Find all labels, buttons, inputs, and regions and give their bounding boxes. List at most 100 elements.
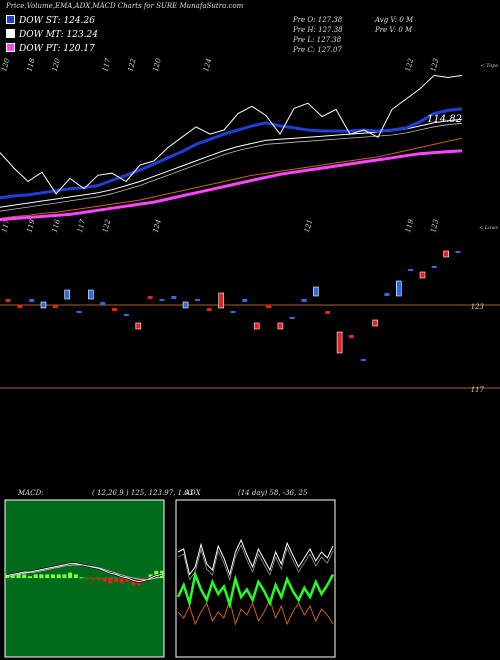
candle-bar [289, 317, 295, 319]
top-tick-label: 122 [404, 57, 415, 73]
candle-bar [395, 280, 402, 297]
adx-panel-bg [175, 499, 336, 658]
macd-histogram-bar [28, 576, 32, 578]
macd-histogram-bar [125, 578, 130, 582]
candle-bar [277, 322, 284, 330]
adx-line [177, 538, 334, 577]
legend-dow-st: DOW ST: 124.26 [6, 15, 95, 26]
bottom-tick-label: 121 [303, 219, 314, 234]
bottom-tick-label: 116 [51, 218, 62, 234]
candle-bar [325, 311, 331, 314]
top-tick-label: 123 [429, 57, 440, 73]
candle-bar [455, 251, 461, 253]
bottom-tick-label: 124 [152, 219, 163, 234]
bottom-tick-label: 119 [404, 218, 415, 234]
macd-histogram-bar [73, 574, 78, 578]
macd-histogram-bar [50, 574, 55, 578]
lows-axis-label: < Lows [479, 225, 498, 231]
top-tick-label: 120 [152, 57, 163, 73]
series-line-pt [0, 149, 463, 222]
macd-panel [4, 499, 165, 658]
candle-bar [266, 305, 271, 308]
candle-bar [5, 299, 11, 302]
bottom-tick-label: 117 [0, 218, 11, 234]
prev-volume: Pre V: 0 M [375, 26, 413, 34]
top-tick-label: 117 [101, 57, 112, 73]
legend-label-st: DOW ST: 124.26 [19, 16, 95, 26]
ohlc-high: Pre H: 127.38 [293, 26, 343, 34]
top-tick-label: 122 [126, 57, 137, 73]
candle-bar [301, 299, 307, 302]
macd-histogram-bar [5, 574, 9, 578]
ohlc-close: Pre C: 127.07 [293, 46, 342, 54]
candle-bar [360, 359, 366, 361]
price-ema-lines: 114.82 < Tops < Lows [0, 63, 498, 231]
candle-bar [100, 302, 106, 305]
di-minus-line [177, 598, 334, 626]
candle-bar [76, 311, 82, 313]
macd-histogram-bar [119, 578, 124, 584]
axis-label-117: 117 [471, 386, 485, 394]
top-tick-label: 120 [0, 57, 11, 73]
di-plus-line [176, 570, 335, 610]
macd-histogram-bar [33, 574, 38, 578]
adx-line-secondary [177, 544, 334, 581]
avg-volume: Avg V: 0 M [375, 16, 414, 24]
candle-bar [52, 305, 58, 308]
bottom-tick-label: 117 [76, 218, 87, 234]
candle-bar [242, 299, 248, 302]
candle-bar [313, 286, 319, 297]
candle-bar [348, 335, 354, 338]
candle-bar [40, 301, 47, 309]
candle-bar [372, 319, 378, 327]
last-price-label: 114.82 [427, 114, 462, 125]
chart-title: Price,Volume,EMA,ADX,MACD Charts for SUR… [6, 2, 244, 10]
legend-swatch-pt [6, 43, 15, 52]
axis-label-123: 123 [471, 303, 485, 311]
macd-histogram-bar [96, 578, 101, 580]
macd-histogram-bar [148, 574, 153, 578]
series-line-st [0, 107, 463, 200]
series-line-mt-band [0, 122, 463, 212]
candle-bar [147, 296, 153, 299]
top-tick-label: 118 [25, 57, 36, 73]
macd-histogram-bar [108, 578, 113, 584]
series-line-lt [0, 137, 463, 219]
legend-swatch-st [6, 15, 15, 24]
macd-histogram-bar [102, 578, 107, 582]
adx-values: (14 day) 58, -36, 25 [238, 489, 308, 497]
top-tick-labels: 120 118 120 117 122 120 124 122 123 [0, 57, 440, 73]
macd-histogram-bar [16, 574, 21, 578]
candle-bar [206, 308, 212, 311]
macd-histogram-bar [45, 574, 50, 578]
ohlc-open: Pre O: 127.38 [293, 16, 343, 24]
legend-dow-pt: DOW PT: 120.17 [6, 43, 95, 54]
bottom-tick-label: 123 [429, 218, 440, 234]
candle-bar [443, 250, 450, 258]
candle-bar [112, 308, 118, 311]
macd-histogram-bar [39, 574, 44, 578]
candle-bar [384, 293, 390, 296]
candle-bar [182, 301, 189, 309]
ohlc-low: Pre L: 127.38 [293, 36, 342, 44]
candle-bar [123, 314, 129, 316]
adx-panel [175, 499, 336, 658]
candle-bar [253, 322, 260, 330]
candle-bar [419, 271, 426, 279]
top-tick-label: 120 [51, 57, 62, 73]
candle-bar [230, 311, 236, 313]
legend-dow-mt: DOW MT: 123.24 [6, 29, 98, 40]
candle-bar [135, 322, 142, 330]
candle-panel: 123 117 [0, 250, 500, 394]
macd-histogram-bar [114, 578, 119, 582]
macd-histogram-bar [22, 574, 27, 578]
macd-histogram-bar [62, 574, 67, 578]
macd-histogram-bar [56, 574, 61, 578]
tops-axis-label: < Tops [480, 63, 498, 69]
bottom-tick-label: 122 [101, 218, 112, 234]
bottom-tick-label: 119 [25, 218, 36, 234]
legend-label-mt: DOW MT: 123.24 [19, 30, 98, 40]
bottom-tick-labels: 117 119 116 117 122 124 121 119 123 [0, 218, 440, 234]
macd-values: ( 12,26,9 ) 125, 123.97, 1.03 [92, 489, 194, 497]
